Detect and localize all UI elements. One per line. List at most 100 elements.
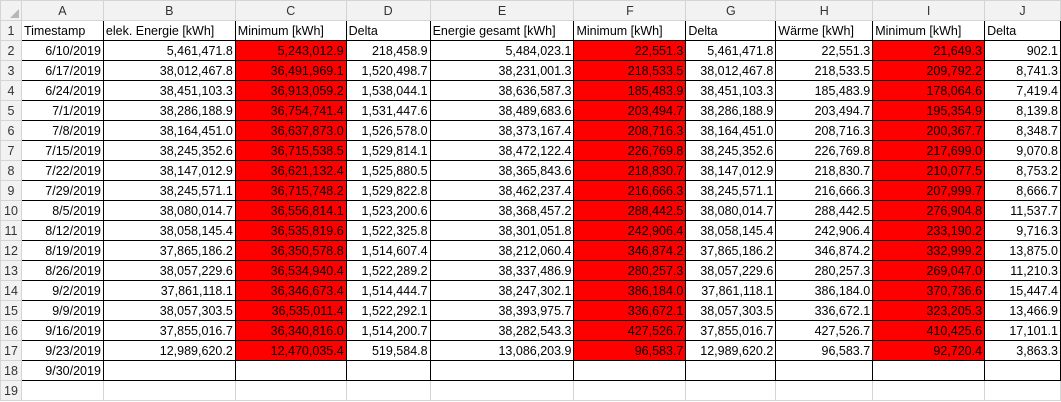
column-header-g[interactable]: G [685,0,777,21]
value-cell[interactable]: 276,904.8 [872,200,986,221]
empty-cell[interactable] [573,380,687,401]
column-header-h[interactable]: H [775,0,874,21]
header-cell[interactable]: Minimum [kWh] [234,20,347,41]
empty-cell[interactable] [102,360,236,381]
empty-cell[interactable] [345,380,431,401]
value-cell[interactable]: 36,715,538.5 [234,140,347,161]
value-cell[interactable]: 216,666.3 [775,180,874,201]
timestamp-cell[interactable]: 9/2/2019 [20,280,104,301]
value-cell[interactable]: 1,520,498.7 [345,60,431,81]
timestamp-cell[interactable]: 7/1/2019 [20,100,104,121]
value-cell[interactable]: 36,556,814.1 [234,200,347,221]
row-header[interactable]: 1 [0,20,22,41]
value-cell[interactable]: 217,699.0 [872,140,986,161]
row-header[interactable]: 5 [0,100,22,121]
value-cell[interactable]: 36,491,969.1 [234,60,347,81]
value-cell[interactable]: 336,672.1 [775,300,874,321]
empty-cell[interactable] [102,380,236,401]
empty-cell[interactable] [234,360,347,381]
empty-cell[interactable] [685,380,777,401]
timestamp-cell[interactable]: 8/5/2019 [20,200,104,221]
value-cell[interactable]: 200,367.7 [872,120,986,141]
value-cell[interactable]: 3,863.3 [984,340,1061,361]
value-cell[interactable]: 38,057,229.6 [685,260,777,281]
value-cell[interactable]: 38,057,229.6 [102,260,236,281]
value-cell[interactable]: 38,451,103.3 [102,80,236,101]
value-cell[interactable]: 178,064.6 [872,80,986,101]
empty-cell[interactable] [429,380,575,401]
empty-cell[interactable] [20,380,104,401]
value-cell[interactable]: 38,057,303.5 [102,300,236,321]
value-cell[interactable]: 38,164,451.0 [685,120,777,141]
value-cell[interactable]: 38,147,012.9 [685,160,777,181]
value-cell[interactable]: 8,741.3 [984,60,1061,81]
value-cell[interactable]: 5,461,471.8 [102,40,236,61]
value-cell[interactable]: 226,769.8 [775,140,874,161]
value-cell[interactable]: 1,529,822.8 [345,180,431,201]
value-cell[interactable]: 36,754,741.4 [234,100,347,121]
value-cell[interactable]: 218,533.5 [573,60,687,81]
value-cell[interactable]: 22,551.3 [775,40,874,61]
header-cell[interactable]: elek. Energie [kWh] [102,20,236,41]
value-cell[interactable]: 346,874.2 [775,240,874,261]
value-cell[interactable]: 36,534,940.4 [234,260,347,281]
value-cell[interactable]: 226,769.8 [573,140,687,161]
value-cell[interactable]: 208,716.3 [775,120,874,141]
column-header-i[interactable]: I [872,0,986,21]
timestamp-cell[interactable]: 9/9/2019 [20,300,104,321]
value-cell[interactable]: 1,522,292.1 [345,300,431,321]
value-cell[interactable]: 519,584.8 [345,340,431,361]
row-header[interactable]: 9 [0,180,22,201]
row-header[interactable]: 3 [0,60,22,81]
value-cell[interactable]: 37,865,186.2 [102,240,236,261]
timestamp-cell[interactable]: 8/26/2019 [20,260,104,281]
empty-cell[interactable] [429,360,575,381]
value-cell[interactable]: 38,012,467.8 [102,60,236,81]
value-cell[interactable]: 37,861,118.1 [685,280,777,301]
row-header[interactable]: 4 [0,80,22,101]
value-cell[interactable]: 336,672.1 [573,300,687,321]
value-cell[interactable]: 1,529,814.1 [345,140,431,161]
value-cell[interactable]: 37,855,016.7 [685,320,777,341]
value-cell[interactable]: 38,636,587.3 [429,80,575,101]
value-cell[interactable]: 1,531,447.6 [345,100,431,121]
value-cell[interactable]: 36,346,673.4 [234,280,347,301]
value-cell[interactable]: 22,551.3 [573,40,687,61]
timestamp-cell[interactable]: 7/8/2019 [20,120,104,141]
value-cell[interactable]: 38,245,352.6 [685,140,777,161]
value-cell[interactable]: 38,147,012.9 [102,160,236,181]
value-cell[interactable]: 36,913,059.2 [234,80,347,101]
value-cell[interactable]: 92,720.4 [872,340,986,361]
value-cell[interactable]: 36,535,011.4 [234,300,347,321]
value-cell[interactable]: 8,348.7 [984,120,1061,141]
row-header[interactable]: 15 [0,300,22,321]
timestamp-cell[interactable]: 6/17/2019 [20,60,104,81]
value-cell[interactable]: 5,243,012.9 [234,40,347,61]
empty-cell[interactable] [685,360,777,381]
value-cell[interactable]: 13,875.0 [984,240,1061,261]
value-cell[interactable]: 38,286,188.9 [685,100,777,121]
empty-cell[interactable] [775,360,874,381]
empty-cell[interactable] [872,380,986,401]
row-header[interactable]: 19 [0,380,22,401]
value-cell[interactable]: 38,368,457.2 [429,200,575,221]
value-cell[interactable]: 38,247,302.1 [429,280,575,301]
timestamp-cell[interactable]: 7/22/2019 [20,160,104,181]
value-cell[interactable]: 218,830.7 [573,160,687,181]
value-cell[interactable]: 38,057,303.5 [685,300,777,321]
row-header[interactable]: 18 [0,360,22,381]
value-cell[interactable]: 1,526,578.0 [345,120,431,141]
value-cell[interactable]: 12,989,620.2 [685,340,777,361]
value-cell[interactable]: 38,164,451.0 [102,120,236,141]
timestamp-cell[interactable]: 8/19/2019 [20,240,104,261]
value-cell[interactable]: 9,716.3 [984,220,1061,241]
value-cell[interactable]: 5,484,023.1 [429,40,575,61]
value-cell[interactable]: 218,830.7 [775,160,874,181]
value-cell[interactable]: 38,286,188.9 [102,100,236,121]
row-header[interactable]: 13 [0,260,22,281]
value-cell[interactable]: 37,855,016.7 [102,320,236,341]
value-cell[interactable]: 38,080,014.7 [102,200,236,221]
value-cell[interactable]: 37,861,118.1 [102,280,236,301]
row-header[interactable]: 7 [0,140,22,161]
empty-cell[interactable] [984,380,1061,401]
